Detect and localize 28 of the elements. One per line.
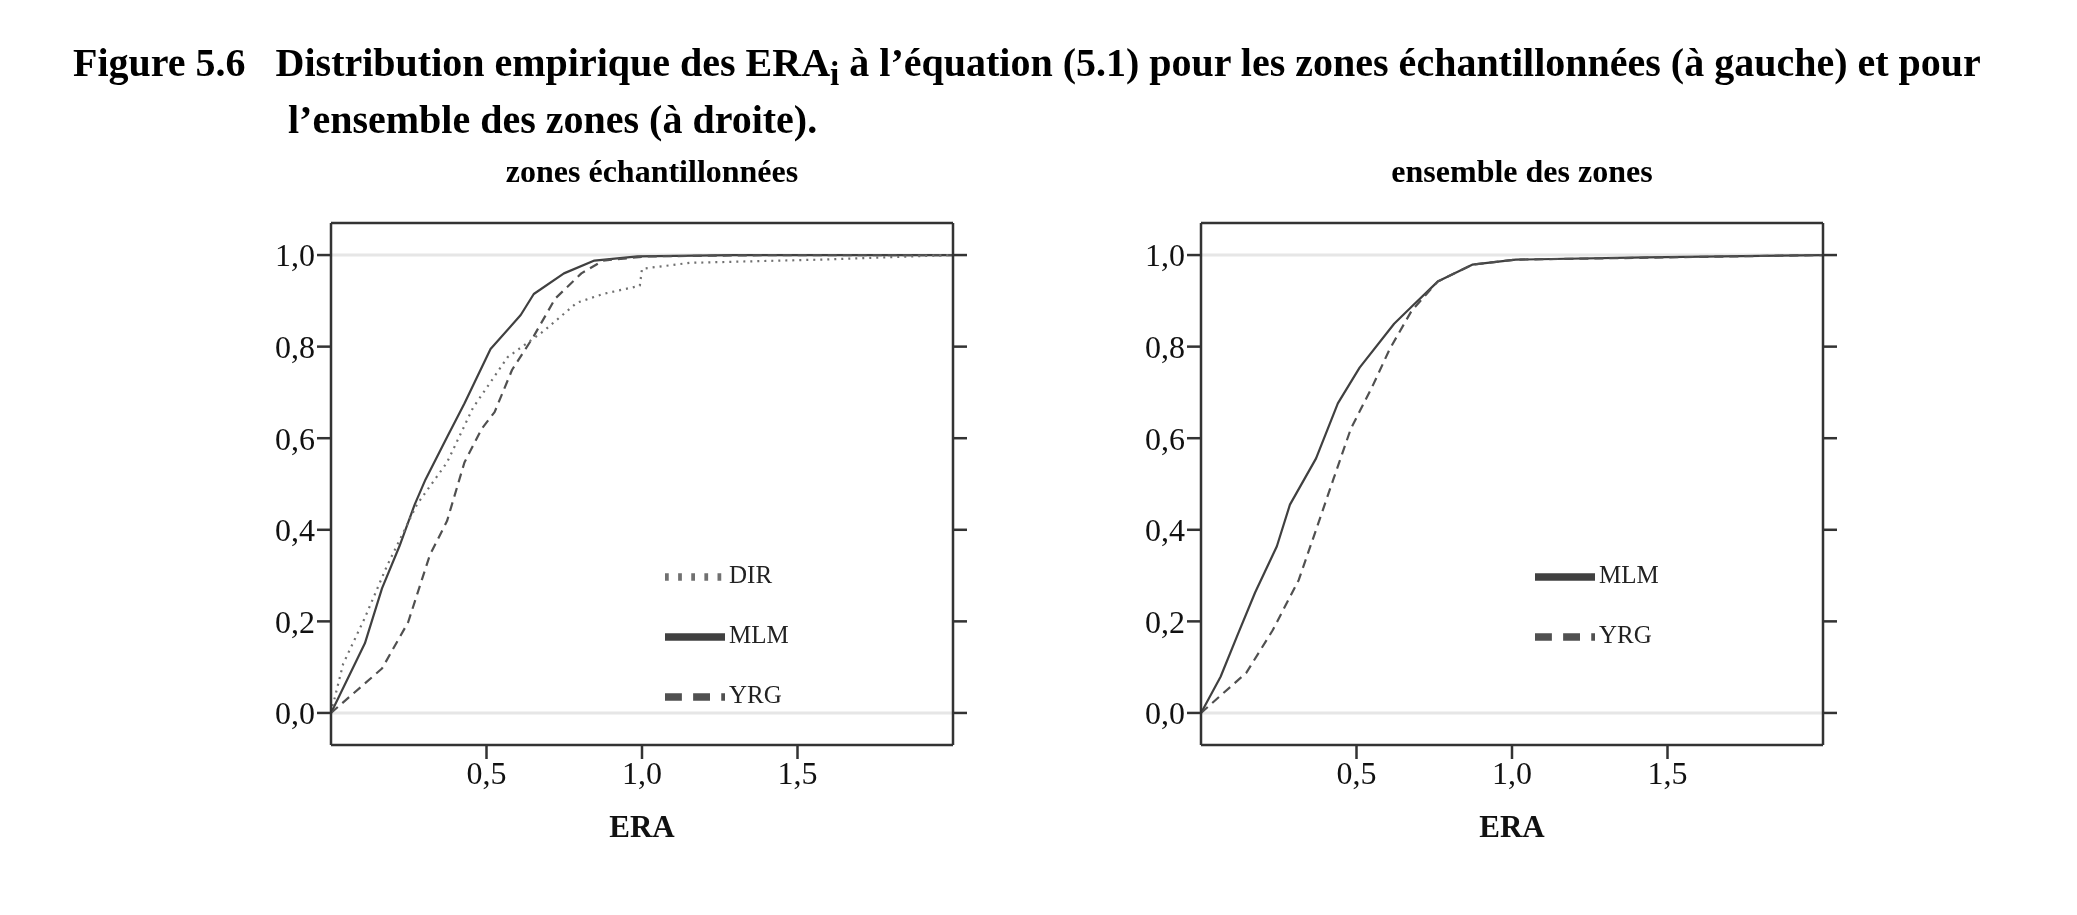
y-tick-label: 0,0 — [1145, 694, 1185, 731]
x-axis-title: ERA — [609, 808, 676, 844]
x-tick-label: 1,5 — [1647, 754, 1688, 791]
legend-label: DIR — [729, 560, 773, 588]
legend-label: YRG — [729, 680, 782, 708]
y-tick-label: 0,4 — [275, 511, 315, 548]
y-tick-label: 1,0 — [275, 237, 315, 274]
y-tick-label: 0,2 — [1145, 603, 1185, 640]
caption: Figure 5.6 Distribution empirique des ERA$_{i}$ à l’équation (5.1) pour les zones échantillonnées (à gauche) et pour l’ensemble des zones (à droite). — [72, 39, 1982, 144]
x-tick-label: 0,5 — [1336, 754, 1377, 791]
legend-label: MLM — [729, 620, 789, 648]
y-tick-label: 0,2 — [275, 603, 315, 640]
y-tick-label: 0,0 — [275, 694, 315, 731]
y-tick-label: 1,0 — [1145, 237, 1185, 274]
x-tick-label: 1,5 — [777, 754, 818, 791]
x-tick-label: 0,5 — [466, 754, 507, 791]
y-tick-label: 0,6 — [275, 420, 315, 457]
y-tick-label: 0,8 — [1145, 328, 1185, 365]
y-tick-label: 0,8 — [275, 328, 315, 365]
y-tick-label: 0,6 — [1145, 420, 1185, 457]
legend-label: MLM — [1599, 560, 1659, 588]
x-axis-title: ERA — [1479, 808, 1546, 844]
chart-title: zones échantillonnées — [504, 152, 800, 191]
legend-label: YRG — [1599, 620, 1652, 648]
y-tick-label: 0,4 — [1145, 511, 1185, 548]
x-tick-label: 1,0 — [622, 754, 662, 791]
x-tick-label: 1,0 — [1492, 754, 1532, 791]
chart-title: ensemble des zones — [1390, 152, 1654, 191]
